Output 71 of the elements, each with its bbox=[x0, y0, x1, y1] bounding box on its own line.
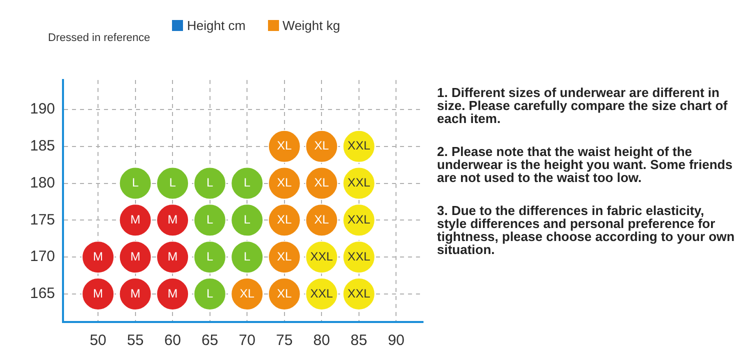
chart-title: Dressed in reference bbox=[48, 32, 150, 44]
x-tick-label: 50 bbox=[90, 332, 106, 350]
text: XXL bbox=[348, 286, 370, 300]
text: L bbox=[244, 249, 250, 264]
point bbox=[118, 166, 152, 200]
text: 1. Different sizes of underwear are different in size. Please carefully compare the size chart of each item. bbox=[437, 85, 728, 126]
text: L bbox=[244, 212, 250, 226]
point bbox=[82, 277, 115, 310]
y-tick-label: 175 bbox=[30, 211, 56, 228]
y-tick-label: 185 bbox=[30, 138, 56, 155]
series-label: M bbox=[130, 286, 140, 300]
point bbox=[230, 166, 264, 200]
text: M bbox=[130, 212, 140, 226]
x-tick-label: 90 bbox=[388, 332, 405, 350]
x-tick-label: 60 bbox=[164, 332, 181, 350]
x-tick-label: 65 bbox=[202, 332, 218, 350]
text: XXL bbox=[310, 286, 333, 300]
point bbox=[230, 240, 264, 274]
text: XL bbox=[277, 286, 292, 300]
text: M bbox=[130, 249, 140, 264]
text: 2. Please note that the waist height of the underwear is the height you want. Some friends are not used to the waist too low. bbox=[437, 144, 734, 185]
series-label: XL bbox=[240, 286, 255, 300]
y-tick-label: 180 bbox=[30, 174, 56, 192]
point bbox=[118, 240, 152, 274]
x-tick-label: 80 bbox=[313, 332, 330, 350]
text: L bbox=[206, 286, 214, 300]
point bbox=[118, 204, 152, 237]
text: L bbox=[206, 249, 214, 264]
x-tick-label: 70 bbox=[238, 332, 256, 350]
text: M bbox=[168, 212, 178, 226]
text: XXL bbox=[310, 249, 333, 264]
y-axis-title: Height cm bbox=[187, 18, 246, 33]
x-tick-label: 85 bbox=[350, 332, 368, 350]
text: M bbox=[93, 286, 104, 300]
text: XL bbox=[277, 138, 292, 153]
text: L bbox=[244, 176, 250, 190]
point bbox=[156, 166, 190, 200]
text: XL bbox=[277, 212, 292, 226]
text: XL bbox=[314, 138, 329, 153]
y-tick-label: 170 bbox=[30, 248, 56, 266]
y-tick-label: 190 bbox=[30, 100, 56, 118]
point bbox=[118, 277, 152, 310]
text: L bbox=[206, 176, 214, 190]
series-label: XXL bbox=[348, 176, 371, 190]
text: XL bbox=[314, 176, 329, 190]
text: XL bbox=[277, 249, 292, 264]
point bbox=[156, 204, 190, 237]
text: L bbox=[169, 176, 176, 190]
text: XL bbox=[277, 176, 292, 190]
point bbox=[193, 277, 226, 310]
series-label: L bbox=[132, 176, 139, 190]
point bbox=[82, 240, 115, 274]
x-tick-label: 55 bbox=[126, 332, 144, 350]
x-tick-label: 75 bbox=[276, 332, 293, 350]
point bbox=[193, 240, 226, 274]
point bbox=[230, 204, 264, 237]
text: M bbox=[93, 249, 104, 264]
x-axis-title: Weight kg bbox=[282, 18, 340, 33]
text: XXL bbox=[348, 212, 370, 226]
text: XXL bbox=[348, 138, 370, 153]
text: L bbox=[206, 212, 214, 226]
text: XXL bbox=[348, 249, 370, 264]
text: M bbox=[168, 249, 178, 264]
point bbox=[193, 204, 226, 237]
y-tick-label: 165 bbox=[30, 285, 56, 302]
point bbox=[156, 277, 190, 310]
point bbox=[193, 166, 226, 200]
text: M bbox=[168, 286, 178, 300]
text: XL bbox=[314, 212, 329, 226]
point bbox=[156, 240, 190, 274]
text: 3. Due to the differences in fabric elasticity, style differences and personal preference for tightness, please choose according to your own situation. bbox=[437, 203, 736, 257]
